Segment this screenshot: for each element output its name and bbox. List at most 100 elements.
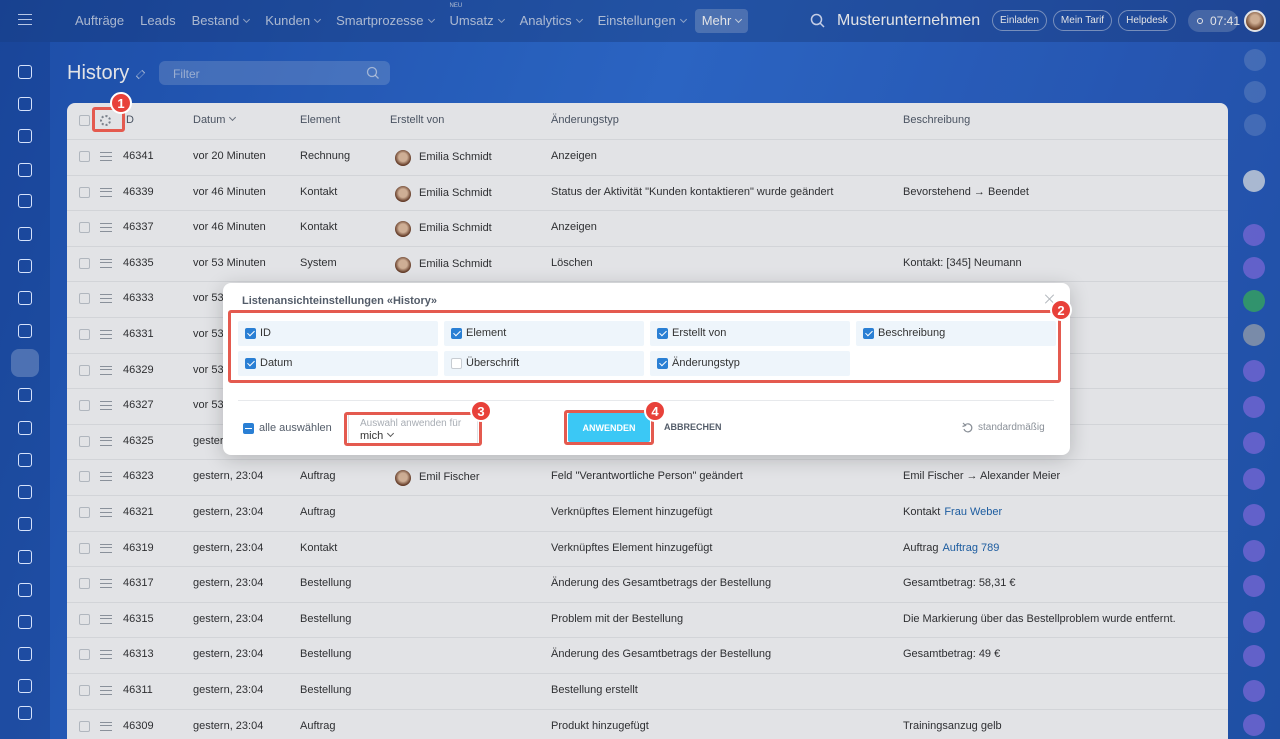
sidebar-icon[interactable]: [18, 421, 32, 435]
row-checkbox[interactable]: [79, 329, 90, 340]
top-button[interactable]: Einladen: [992, 10, 1047, 31]
row-checkbox[interactable]: [79, 400, 90, 412]
right-icon[interactable]: [1243, 290, 1265, 312]
row-menu[interactable]: [100, 472, 112, 482]
row-menu[interactable]: [100, 686, 112, 695]
right-icon[interactable]: [1243, 324, 1265, 346]
right-icon[interactable]: [1243, 432, 1265, 454]
sidebar-icon[interactable]: [18, 615, 32, 629]
right-icon[interactable]: [1244, 49, 1266, 71]
nav-item[interactable]: Einstellungen: [591, 9, 693, 33]
right-icon[interactable]: [1243, 170, 1265, 192]
right-icon[interactable]: [1244, 81, 1266, 103]
sidebar-icon[interactable]: [18, 517, 32, 531]
field-checkbox[interactable]: [657, 358, 668, 369]
row-checkbox[interactable]: [79, 542, 90, 554]
right-icon[interactable]: [1243, 575, 1265, 597]
row-menu[interactable]: [100, 365, 112, 375]
settings-gear[interactable]: [100, 115, 111, 126]
row-checkbox[interactable]: [79, 471, 90, 483]
row-menu[interactable]: [100, 543, 112, 553]
sidebar-icon[interactable]: [18, 583, 32, 597]
right-icon[interactable]: [1243, 468, 1265, 490]
row-checkbox[interactable]: [79, 293, 90, 305]
field-checkbox[interactable]: [451, 328, 462, 339]
field-checkbox[interactable]: [657, 328, 668, 339]
row-checkbox[interactable]: [79, 222, 90, 234]
row-menu[interactable]: [100, 401, 112, 411]
sidebar-icon[interactable]: [18, 485, 32, 499]
right-icon[interactable]: [1243, 396, 1265, 418]
sidebar-icon[interactable]: [18, 227, 32, 241]
time-pill[interactable]: 07:41: [1188, 10, 1240, 32]
right-icon[interactable]: [1243, 504, 1265, 526]
nav-item[interactable]: Umsatz NEU: [443, 3, 511, 33]
top-button[interactable]: Mein Tarif: [1052, 10, 1113, 31]
nav-item[interactable]: Analytics: [513, 9, 589, 33]
right-icon[interactable]: [1243, 540, 1265, 562]
field-option[interactable]: Änderungstyp: [650, 351, 850, 376]
top-button[interactable]: Helpdesk: [1118, 10, 1176, 31]
column-header[interactable]: Änderungstyp: [551, 114, 619, 126]
row-checkbox[interactable]: [79, 649, 90, 661]
sidebar-icon[interactable]: [18, 291, 32, 305]
column-header[interactable]: Erstellt von: [390, 114, 445, 126]
column-header[interactable]: Beschreibung: [903, 114, 971, 126]
sidebar-icon[interactable]: [18, 97, 32, 111]
user-avatar[interactable]: [1244, 10, 1266, 32]
row-menu[interactable]: [100, 579, 112, 589]
nav-item[interactable]: Smartprozesse: [329, 9, 440, 33]
company-name[interactable]: Musterunternehmen: [837, 12, 981, 29]
row-checkbox[interactable]: [79, 720, 90, 732]
field-checkbox[interactable]: [245, 328, 256, 339]
column-header[interactable]: Element: [300, 114, 341, 126]
sidebar-icon[interactable]: [18, 679, 32, 693]
field-checkbox[interactable]: [451, 358, 462, 369]
nav-item[interactable]: Kunden: [258, 9, 327, 33]
row-checkbox[interactable]: [79, 364, 90, 376]
column-header[interactable]: ID: [123, 114, 134, 126]
row-menu[interactable]: [100, 436, 112, 446]
field-option[interactable]: Beschreibung: [856, 321, 1056, 346]
description-link[interactable]: Frau Weber: [944, 506, 1003, 518]
row-checkbox[interactable]: [79, 578, 90, 590]
sidebar-icon[interactable]: [18, 163, 32, 177]
select-all-checkbox[interactable]: [243, 423, 254, 434]
right-icon[interactable]: [1244, 114, 1266, 136]
nav-item[interactable]: Leads: [133, 9, 182, 33]
row-menu[interactable]: [100, 650, 112, 660]
search-icon[interactable]: [810, 13, 826, 29]
column-header[interactable]: Datum: [193, 113, 237, 126]
row-menu[interactable]: [100, 152, 112, 161]
row-checkbox[interactable]: [79, 257, 90, 269]
field-checkbox[interactable]: [245, 358, 256, 369]
row-menu[interactable]: [100, 330, 112, 339]
sidebar-icon[interactable]: [18, 388, 32, 402]
nav-item[interactable]: Bestand: [185, 9, 257, 33]
row-menu[interactable]: [100, 508, 112, 517]
nav-item[interactable]: Aufträge: [68, 9, 131, 33]
cancel-button[interactable]: ABBRECHEN: [664, 422, 722, 432]
right-icon[interactable]: [1243, 257, 1265, 279]
row-menu[interactable]: [100, 721, 112, 731]
sidebar-icon[interactable]: [18, 129, 32, 143]
right-icon[interactable]: [1243, 224, 1265, 246]
right-icon[interactable]: [1243, 680, 1265, 702]
row-checkbox[interactable]: [79, 685, 90, 696]
field-checkbox[interactable]: [863, 328, 874, 339]
sidebar-icon[interactable]: [18, 65, 32, 79]
description-link[interactable]: Auftrag 789: [942, 541, 1000, 554]
default-button[interactable]: standardmäßig: [963, 422, 1045, 433]
sidebar-icon[interactable]: [18, 259, 32, 273]
select-all-label[interactable]: alle auswählen: [259, 422, 332, 434]
apply-button[interactable]: ANWENDEN: [568, 413, 650, 442]
sidebar-icon[interactable]: [18, 453, 32, 467]
right-icon[interactable]: [1243, 360, 1265, 382]
row-menu[interactable]: [100, 294, 112, 304]
field-option[interactable]: Erstellt von: [650, 321, 850, 346]
row-menu[interactable]: [100, 187, 112, 197]
right-icon[interactable]: [1243, 714, 1265, 736]
sidebar-icon[interactable]: [18, 550, 32, 564]
menu-button[interactable]: [18, 14, 32, 25]
sidebar-icon[interactable]: [18, 647, 32, 661]
